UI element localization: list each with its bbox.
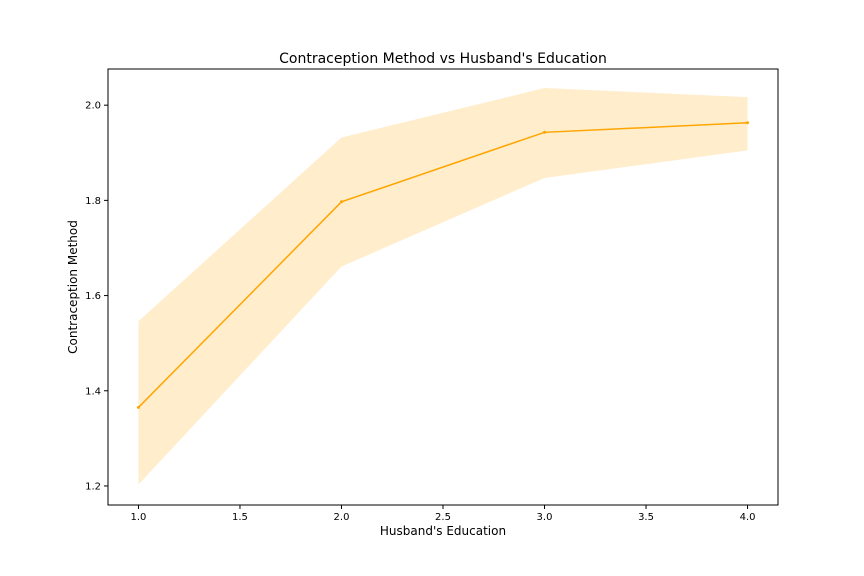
y-tick-label: 1.4 xyxy=(85,386,101,397)
data-point xyxy=(339,200,343,204)
data-point xyxy=(136,405,140,409)
y-tick-label: 1.2 xyxy=(85,481,101,492)
x-axis: 1.0 1.5 2.0 2.5 3.0 3.5 4.0 xyxy=(131,505,756,523)
x-tick-label: 1.0 xyxy=(131,512,147,523)
y-tick-label: 1.6 xyxy=(85,291,101,302)
x-tick-label: 2.0 xyxy=(334,512,350,523)
data-point xyxy=(746,121,750,125)
series-line xyxy=(137,122,748,408)
x-axis-label: Husband's Education xyxy=(380,524,506,538)
chart-title: Contraception Method vs Husband's Educat… xyxy=(279,51,607,67)
data-point xyxy=(543,130,547,134)
x-tick-label: 3.0 xyxy=(537,512,553,523)
x-tick-label: 4.0 xyxy=(740,512,756,523)
y-axis: 1.2 1.4 1.6 1.8 2.0 xyxy=(85,101,108,492)
confidence-band xyxy=(138,88,748,485)
x-tick-label: 2.5 xyxy=(435,512,451,523)
y-axis-label: Contraception Method xyxy=(66,220,80,354)
y-tick-label: 1.8 xyxy=(85,196,101,207)
x-tick-label: 3.5 xyxy=(638,512,654,523)
plot-area xyxy=(136,88,750,485)
y-tick-label: 2.0 xyxy=(85,101,101,112)
x-tick-label: 1.5 xyxy=(232,512,248,523)
